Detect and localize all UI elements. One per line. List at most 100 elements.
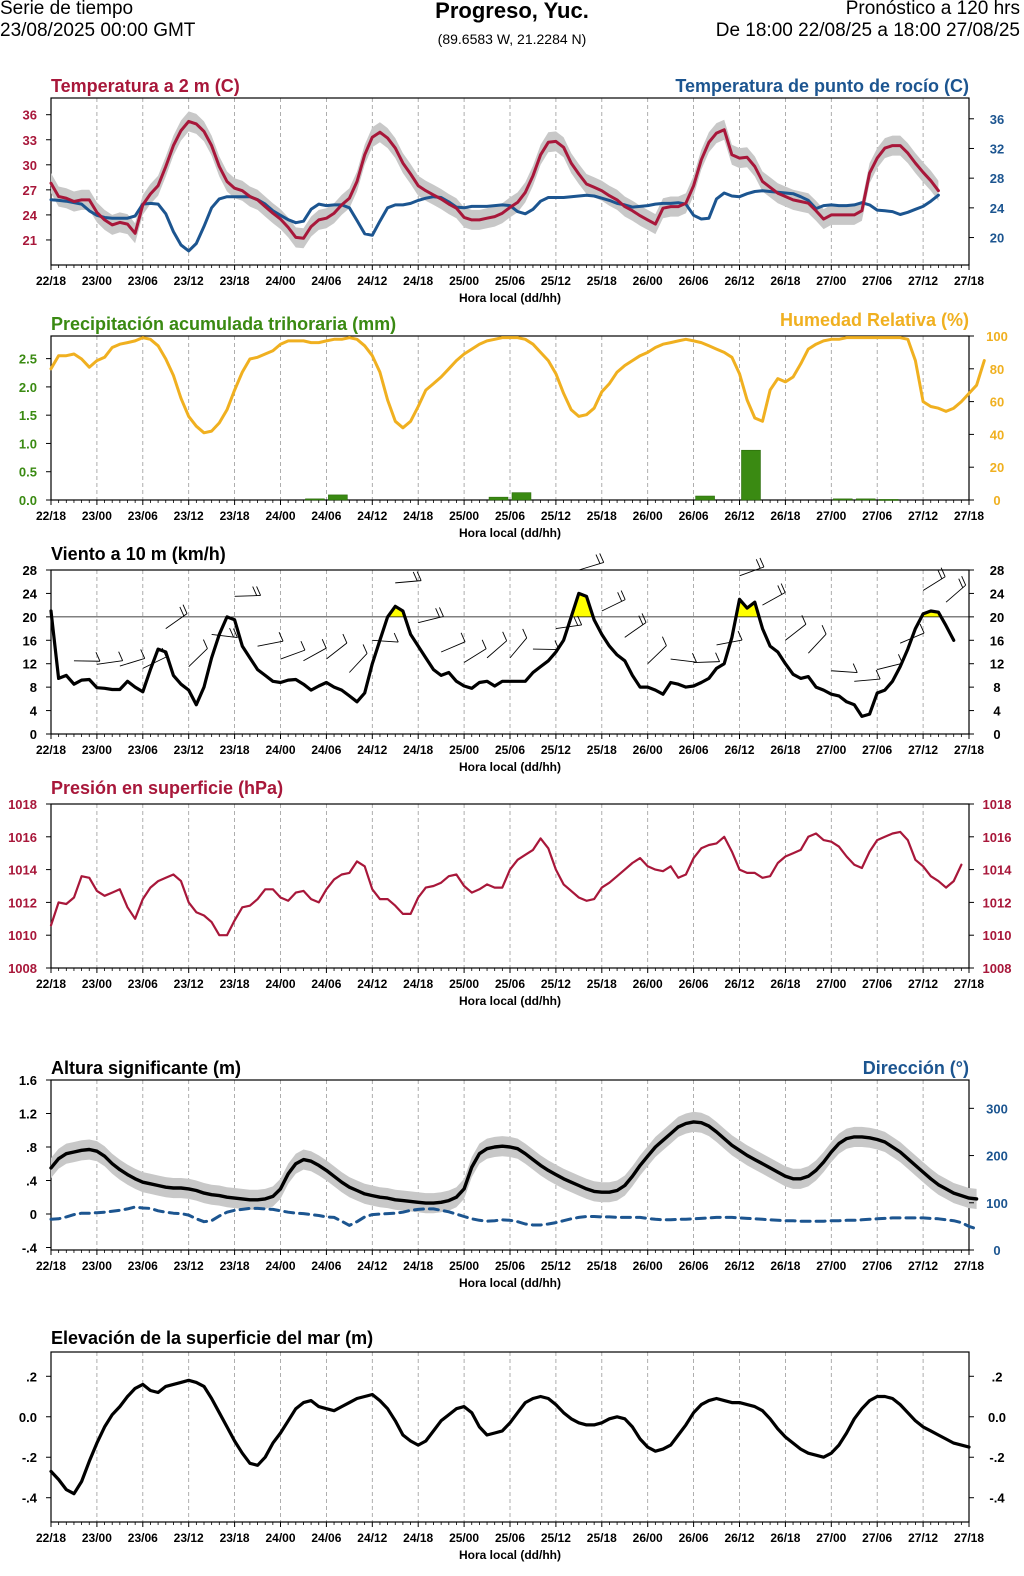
wind-barb	[395, 571, 422, 584]
x-tick-label: 24/18	[403, 509, 433, 523]
pressure-y-left-tick-label: 1008	[8, 961, 37, 976]
wind-barb-staff	[326, 642, 348, 660]
pressure-panel	[50, 803, 970, 973]
x-tick-label: 24/06	[311, 509, 341, 523]
x-tick-label: 26/18	[770, 977, 800, 991]
wind-barb-flag	[573, 616, 579, 626]
x-tick-label: 26/12	[724, 743, 754, 757]
x-tick-label: 24/06	[311, 743, 341, 757]
wind-barb-flag	[118, 651, 124, 661]
wind-y-left-tick-label: 4	[30, 704, 38, 719]
precip-y-left-tick-label: 1.5	[19, 408, 37, 423]
wind-y-left-tick-label: 0	[30, 727, 37, 742]
wind-y-right-tick-label: 16	[990, 633, 1004, 648]
wind-barb-staff	[96, 660, 123, 665]
wind-barb-flag	[958, 578, 964, 588]
precip-bar	[305, 498, 325, 501]
x-tick-label: 22/18	[36, 743, 66, 757]
sea-level-line	[49, 1378, 971, 1496]
x-tick-label: 26/06	[679, 743, 709, 757]
x-tick-label: 24/06	[311, 1531, 341, 1545]
sea_level-panel	[50, 1351, 970, 1527]
x-tick-label: 23/12	[174, 509, 204, 523]
dewpoint-line	[49, 189, 940, 253]
temperature-line	[49, 119, 940, 240]
x-tick-label: 25/00	[449, 274, 479, 288]
x-tick-label: 23/18	[220, 274, 250, 288]
x-tick-label: 27/00	[816, 1531, 846, 1545]
wind-barb-staff	[922, 576, 946, 591]
x-tick-label: 26/06	[679, 1259, 709, 1273]
wind-barb	[739, 557, 765, 577]
x-axis-label: Hora local (dd/hh)	[459, 994, 561, 1008]
wind-y-left-tick-label: 24	[23, 586, 38, 601]
x-tick-label: 23/00	[82, 509, 112, 523]
wind-barb-flag	[661, 636, 667, 646]
humidity-y-right-tick-label: 60	[990, 395, 1004, 410]
x-tick-label: 25/12	[541, 1531, 571, 1545]
temperature-y-left-tick-label: 36	[23, 108, 37, 123]
wind-barb-staff	[670, 658, 697, 663]
x-tick-label: 27/18	[954, 1531, 984, 1545]
wind-barb-flag	[278, 631, 284, 642]
wind-barb	[578, 553, 605, 571]
wind-barb-flag	[202, 639, 208, 649]
pressure-y-right-tick-label: 1018	[983, 797, 1012, 812]
x-tick-label: 23/18	[220, 1531, 250, 1545]
x-tick-label: 23/18	[220, 1259, 250, 1273]
x-tick-label: 24/00	[265, 509, 295, 523]
wind-barb-flag	[737, 630, 743, 641]
wind-barb-staff	[418, 615, 444, 624]
wind-barb-flag	[638, 615, 644, 625]
humidity-y-right-tick-label: 80	[990, 362, 1004, 377]
x-tick-label: 26/00	[633, 743, 663, 757]
x-tick-label: 26/12	[724, 274, 754, 288]
pressure-y-left-tick-label: 1012	[8, 895, 37, 910]
x-tick-label: 26/18	[770, 1531, 800, 1545]
x-tick-label: 23/18	[220, 977, 250, 991]
x-tick-label: 27/00	[816, 1259, 846, 1273]
sea-level-y-left-tick-label: .2	[26, 1369, 37, 1384]
x-tick-label: 26/06	[679, 509, 709, 523]
wind-barb-staff	[234, 595, 261, 597]
sea-level-y-left-tick-label: 0.0	[19, 1410, 37, 1425]
sea-level-y-right-tick-label: -.4	[989, 1491, 1005, 1506]
x-tick-label: 24/12	[357, 274, 387, 288]
wind-barb-staff	[211, 633, 238, 639]
wind-barb-flag	[852, 663, 858, 673]
wind-barb-flag	[522, 628, 528, 639]
x-tick-label: 23/00	[82, 274, 112, 288]
wind-barb-flag	[715, 652, 720, 662]
x-axis-label: Hora local (dd/hh)	[459, 1276, 561, 1290]
x-tick-label: 25/18	[587, 274, 617, 288]
x-tick-label: 24/18	[403, 1259, 433, 1273]
wave-direction-title: Dirección (°)	[863, 1058, 969, 1078]
pressure-y-left-tick-label: 1014	[8, 863, 38, 878]
wave-y-left-tick-label: 1.2	[19, 1106, 37, 1121]
wind-barb	[349, 644, 368, 673]
wind-barb	[280, 640, 306, 660]
x-tick-label: 25/18	[587, 1259, 617, 1273]
wind-y-left-tick-label: 8	[30, 680, 37, 695]
x-tick-label: 24/06	[311, 1259, 341, 1273]
x-tick-label: 26/06	[679, 977, 709, 991]
x-axis-label: Hora local (dd/hh)	[459, 291, 561, 305]
x-tick-label: 23/00	[82, 743, 112, 757]
wind-barb-flag	[362, 644, 368, 654]
wind-barb	[647, 636, 667, 665]
wind-y-left-tick-label: 28	[23, 563, 37, 578]
x-tick-label: 24/00	[265, 1259, 295, 1273]
x-tick-label: 25/18	[587, 977, 617, 991]
x-tick-label: 23/12	[174, 743, 204, 757]
wind-barb	[96, 651, 124, 665]
wind-barb-flag	[435, 608, 441, 618]
x-tick-label: 25/00	[449, 509, 479, 523]
humidity-y-right-tick-label: 0	[993, 493, 1000, 508]
wind-barb-flag	[481, 639, 487, 649]
x-tick-label: 27/06	[862, 509, 892, 523]
x-tick-label: 27/18	[954, 1259, 984, 1273]
sea-level-y-right-tick-label: -.2	[989, 1450, 1004, 1465]
header-left-line2: 23/08/2025 00:00 GMT	[0, 20, 196, 41]
precip-y-left-tick-label: 0.5	[19, 465, 37, 480]
